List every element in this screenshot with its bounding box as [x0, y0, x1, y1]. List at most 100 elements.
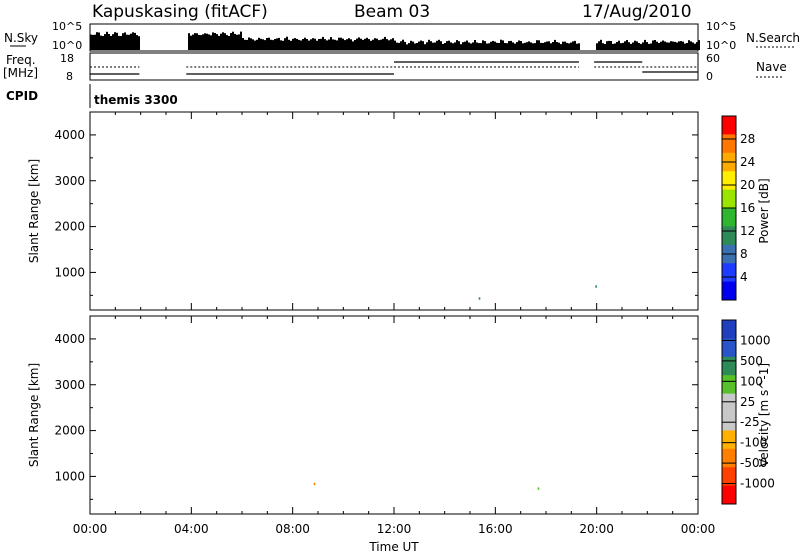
nsky-bar: [280, 40, 282, 50]
nave-tick-bottom: 0: [706, 70, 713, 83]
nsky-bar: [678, 41, 680, 50]
nsky-bar: [104, 34, 106, 50]
nsky-bar: [476, 42, 478, 50]
y-tick-label: 4000: [54, 128, 85, 142]
nsky-bar: [380, 39, 382, 50]
nsky-bar: [472, 42, 474, 50]
nsky-bar: [414, 43, 416, 50]
nsky-bar: [518, 40, 520, 50]
nsky-bar: [656, 41, 658, 50]
nsky-bar: [560, 44, 562, 50]
nsky-bar: [362, 39, 364, 50]
nsky-bar: [278, 37, 280, 50]
nsky-bar: [422, 41, 424, 50]
nsky-bar: [446, 41, 448, 50]
cpid-label: CPID: [6, 89, 38, 103]
colorbar-tick-label: -500: [740, 456, 767, 470]
nsky-bar: [200, 35, 202, 50]
nsky-bar: [458, 41, 460, 50]
nsky-bar: [442, 44, 444, 50]
nsky-bar: [264, 40, 266, 50]
colorbar-swatch: [722, 134, 736, 154]
nsky-bar: [650, 43, 652, 50]
nsky-bar: [190, 35, 192, 50]
nsky-bar: [246, 39, 248, 50]
nsky-bar: [578, 43, 580, 50]
nsky-bar: [360, 38, 362, 50]
nsky-bar: [682, 41, 684, 50]
nsky-bar: [670, 41, 672, 50]
freq-unit: [MHz]: [3, 66, 38, 80]
freq-label: Freq.: [6, 53, 36, 67]
nsky-bar: [676, 42, 678, 50]
nsky-bar: [652, 40, 654, 50]
velocity-ylabel: Slant Range [km]: [27, 363, 41, 467]
nsky-bar: [642, 42, 644, 50]
nsky-trace: [90, 31, 700, 50]
nsky-bar: [504, 43, 506, 50]
nsky-bar: [376, 38, 378, 50]
nsky-bar: [542, 43, 544, 50]
nsky-bar: [454, 42, 456, 50]
nsky-bar: [318, 39, 320, 50]
nsky-bar: [266, 38, 268, 50]
nsky-bar: [234, 33, 236, 50]
colorbar-tick-label: 16: [740, 201, 755, 215]
nsky-bar: [522, 43, 524, 50]
nsky-bar: [468, 42, 470, 50]
x-axis-label: Time UT: [368, 540, 419, 554]
nsky-bar: [616, 42, 618, 50]
nsky-bar: [624, 41, 626, 50]
y-tick-label: 1000: [54, 265, 85, 279]
nsky-bar: [632, 42, 634, 50]
nsky-bar: [612, 43, 614, 50]
nsky-bar: [306, 39, 308, 50]
power-colorbar-label: Power [dB]: [757, 178, 771, 243]
nsky-bar: [684, 43, 686, 50]
nsky-bar: [530, 42, 532, 50]
colorbar-tick-label: 25: [740, 395, 755, 409]
nsky-bar: [550, 43, 552, 50]
y-tick-label: 4000: [54, 332, 85, 346]
nsky-bar: [396, 42, 398, 50]
nsky-bar: [440, 41, 442, 50]
nsky-bar: [276, 38, 278, 50]
nsky-bar: [398, 42, 400, 50]
nsky-bar: [658, 43, 660, 50]
nsky-bar: [118, 35, 120, 50]
nsky-bar: [646, 42, 648, 50]
nsky-bar: [536, 40, 538, 50]
power-frame: [89, 111, 699, 311]
nsky-bar: [430, 41, 432, 50]
nsky-bar: [636, 41, 638, 50]
nsky-bar: [406, 44, 408, 50]
nsky-bar: [208, 34, 210, 50]
nsky-bar: [368, 39, 370, 50]
colorbar-swatch: [722, 320, 736, 339]
nsky-bar: [450, 42, 452, 50]
nsky-bar: [268, 37, 270, 50]
colorbar-swatch: [722, 430, 736, 450]
colorbar-swatch: [722, 226, 736, 246]
nsky-bar: [638, 43, 640, 50]
nsky-bar: [382, 38, 384, 50]
nsky-bar: [460, 44, 462, 50]
nsky-bar: [348, 38, 350, 50]
velocity-frame: [89, 315, 699, 515]
nsky-bar: [112, 34, 114, 50]
colorbar-tick-label: 500: [740, 354, 763, 368]
nave-label: Nave: [756, 60, 787, 74]
nsky-bar: [438, 39, 440, 50]
nsearch-tick-bottom: 10^0: [706, 39, 736, 52]
nsky-bar: [228, 36, 230, 50]
date-title: 17/Aug/2010: [582, 2, 692, 22]
colorbar-swatch: [722, 467, 736, 487]
nsky-bar: [664, 41, 666, 50]
nsky-bar: [456, 40, 458, 50]
power-colorbar: 28 24 20 16 12 8 4: [721, 115, 755, 301]
nsky-bar: [698, 40, 700, 50]
nsky-bar: [332, 39, 334, 50]
nsky-bar: [218, 35, 220, 50]
nsky-bar: [354, 40, 356, 50]
nsky-bar: [534, 43, 536, 50]
